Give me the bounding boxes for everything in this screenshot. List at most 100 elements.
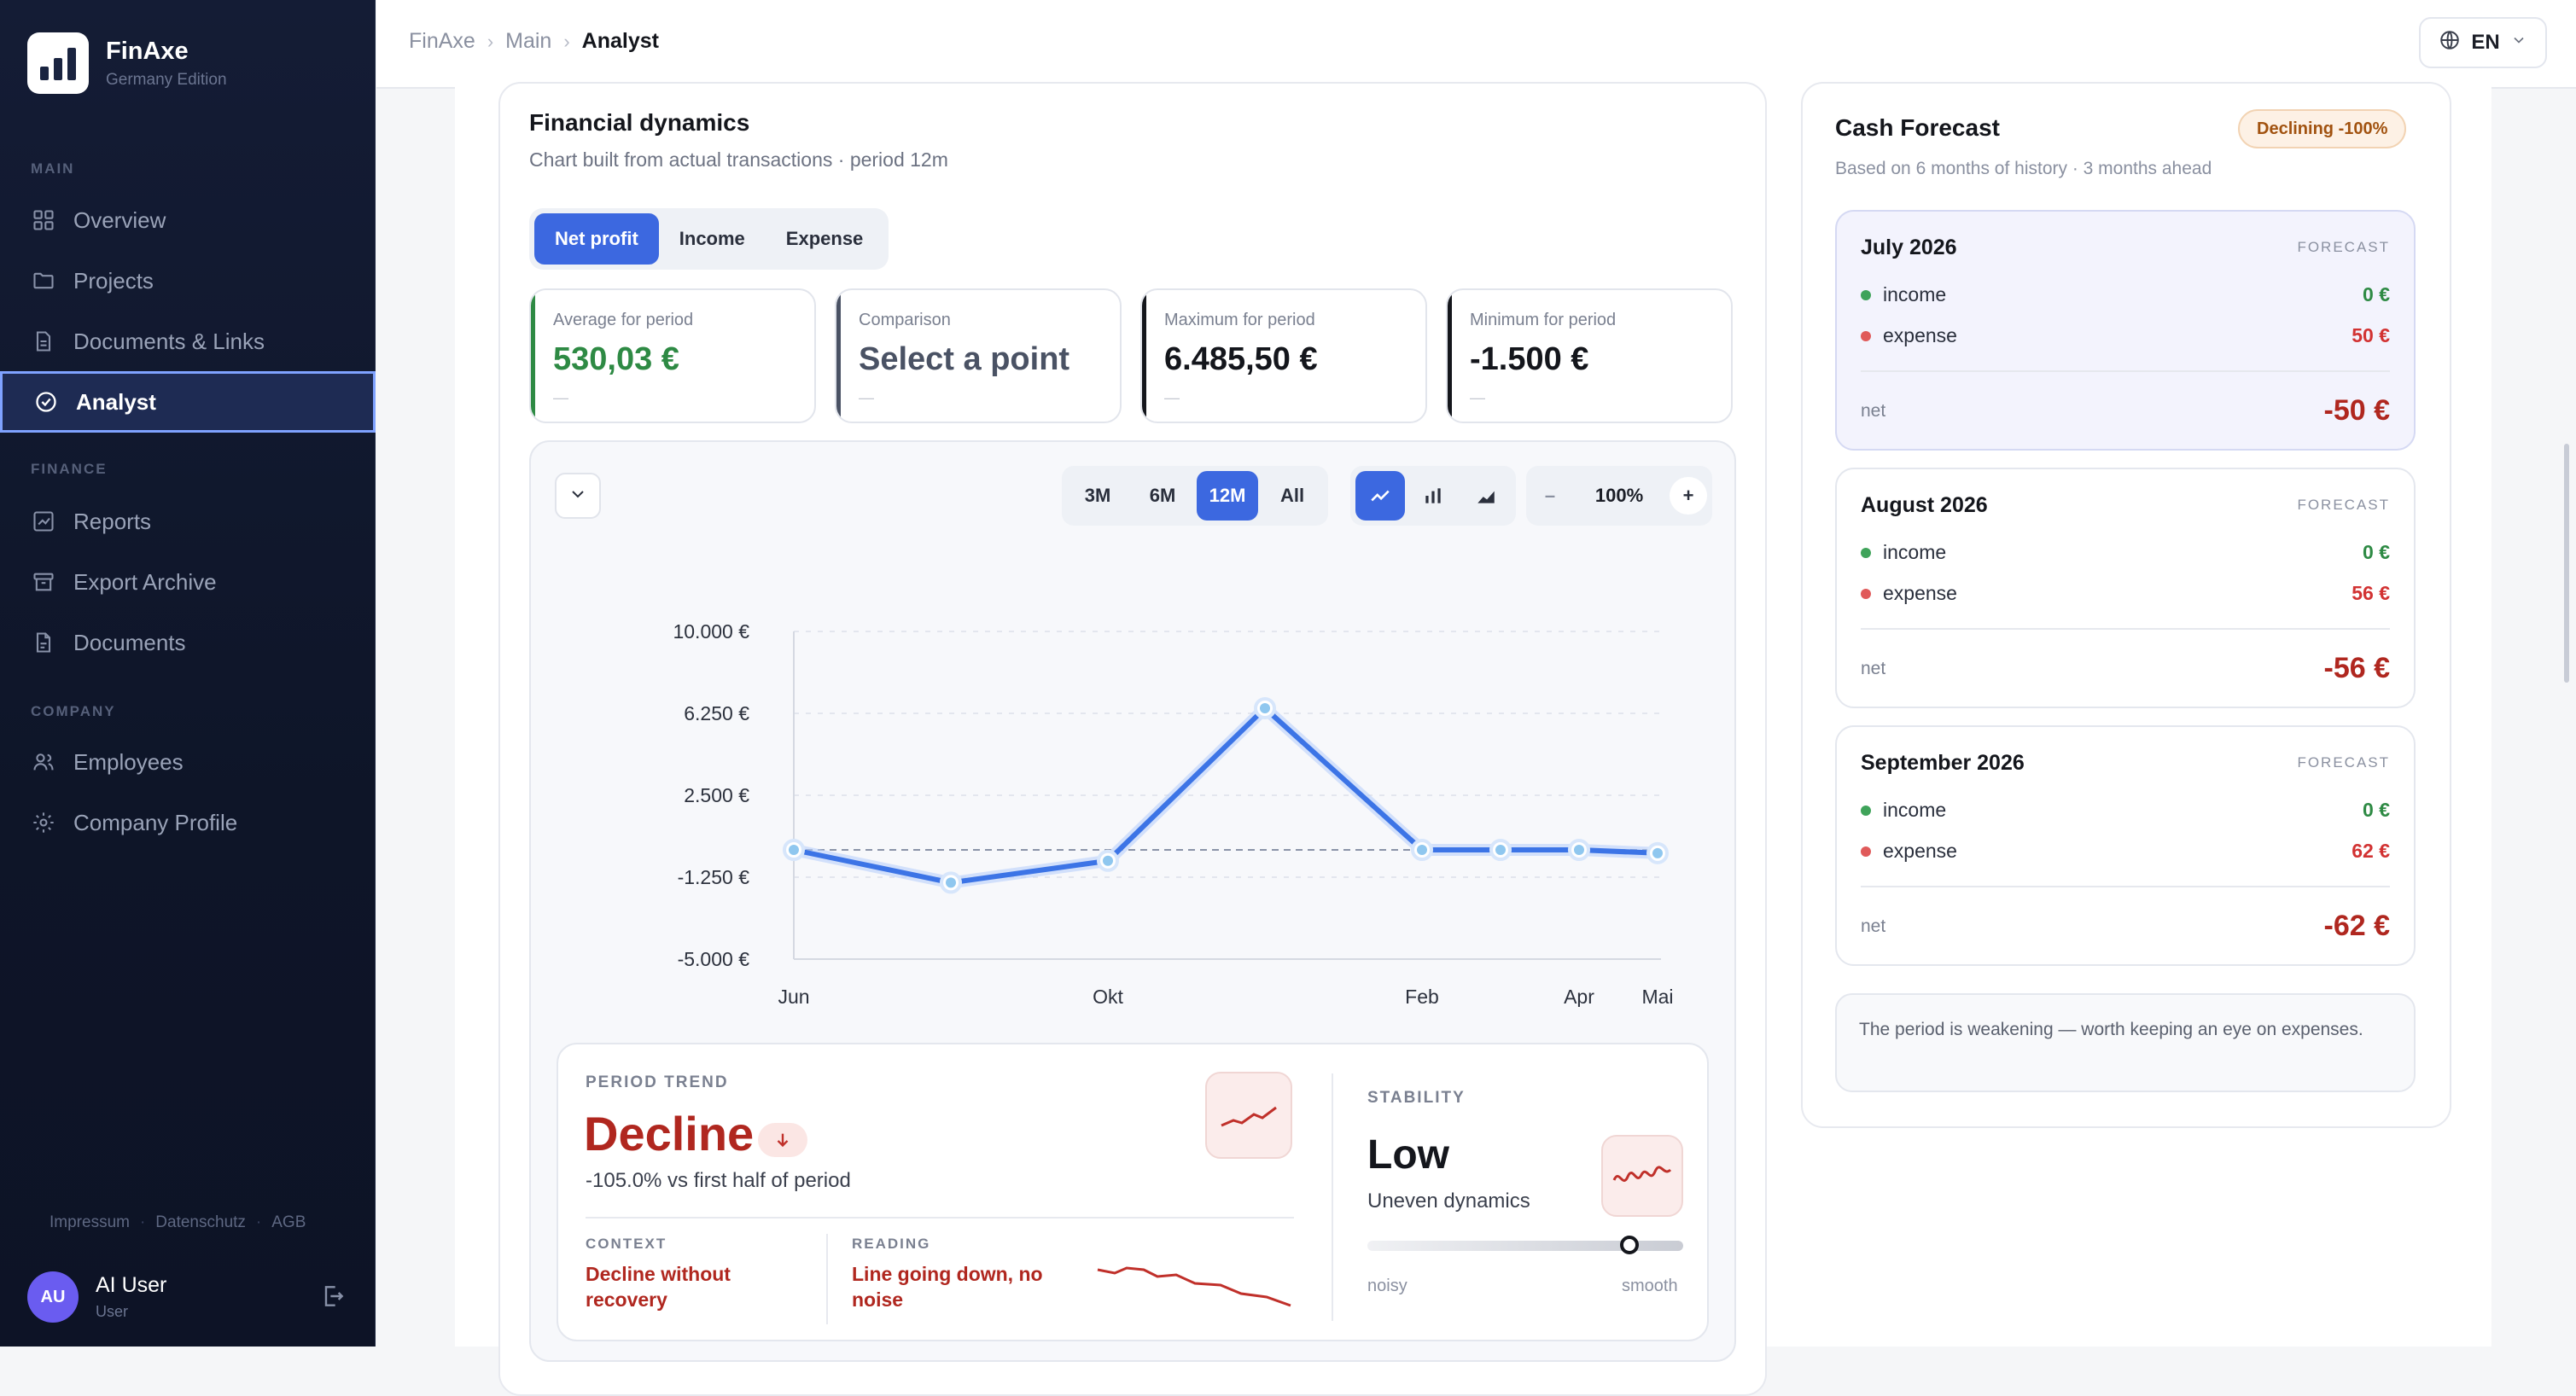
agb-link[interactable]: AGB (271, 1213, 306, 1231)
net-value: -62 € (2323, 910, 2391, 942)
trend-card: PERIOD TREND Decline -105.0% vs first ha… (557, 1043, 1709, 1341)
x-tick-label: Jun (778, 986, 809, 1007)
zoom-control: – 100% + (1526, 466, 1712, 526)
zoom-out-button[interactable]: – (1544, 485, 1556, 506)
range-6m[interactable]: 6M (1149, 485, 1176, 506)
metric-average: Average for period 530,03 € — (529, 288, 816, 423)
expense-value: 62 € (2352, 840, 2390, 862)
legal-links: Impressum · Datenschutz · AGB (50, 1213, 306, 1231)
range-all[interactable]: All (1279, 485, 1305, 506)
chart-icon (31, 509, 56, 534)
sidebar-item-label: Analyst (76, 388, 156, 415)
net-profit-line-chart[interactable]: 10.000 € 6.250 € 2.500 € -1.250 € -5.000 € Ju… (649, 580, 1673, 1007)
metric-label: Minimum for period (1470, 311, 1617, 329)
nav-section-company: COMPANY (31, 703, 116, 719)
stability-description: Uneven dynamics (1367, 1190, 1530, 1213)
metric-placeholder: — (553, 389, 568, 406)
sidebar-item-documents-links[interactable]: Documents & Links (0, 311, 376, 372)
metric-label: Comparison (859, 311, 951, 329)
trend-caption: PERIOD TREND (586, 1073, 729, 1091)
expense-label: expense (1883, 324, 1957, 346)
brand-name: FinAxe (106, 37, 189, 65)
net-value: -56 € (2323, 652, 2391, 684)
page-subtitle: Chart built from actual transactions · p… (529, 148, 948, 171)
context-text: Decline without recovery (586, 1263, 731, 1311)
globe-icon (2439, 29, 2461, 57)
trend-label: Decline (584, 1107, 755, 1160)
impressum-link[interactable]: Impressum (50, 1213, 130, 1231)
forecast-tag: FORECAST (2297, 239, 2390, 255)
line-chart-icon[interactable] (1355, 471, 1405, 521)
reading-caption: READING (852, 1236, 931, 1252)
language-selector[interactable]: EN (2419, 17, 2547, 68)
forecast-month-card[interactable]: August 2026 FORECAST income 0 € expense 56… (1835, 468, 2416, 708)
series-line (793, 706, 1658, 886)
stability-marker (1620, 1236, 1640, 1254)
metric-comparison[interactable]: Comparison Select a point — (835, 288, 1122, 423)
sidebar-item-export-archive[interactable]: Export Archive (0, 551, 376, 613)
data-point-core (1574, 845, 1584, 855)
datenschutz-link[interactable]: Datenschutz (155, 1213, 246, 1231)
brand-logo-icon (27, 32, 89, 94)
range-selector: 3M 6M 12M All (1062, 466, 1328, 526)
forecast-month: July 2026 (1861, 236, 1957, 259)
stability-min-label: noisy (1367, 1277, 1407, 1295)
sidebar-item-projects[interactable]: Projects (0, 250, 376, 311)
zoom-in-button[interactable]: + (1670, 477, 1707, 515)
sidebar-item-employees[interactable]: Employees (0, 731, 376, 793)
sidebar-item-analyst[interactable]: Analyst (0, 371, 376, 433)
sidebar-item-reports[interactable]: Reports (0, 491, 376, 552)
nav-section-main: MAIN (31, 160, 75, 177)
range-3m[interactable]: 3M (1084, 485, 1111, 506)
breadcrumb: FinAxe › Main › Analyst (409, 29, 659, 54)
zoom-level: 100% (1594, 485, 1644, 506)
bar-chart-icon[interactable] (1408, 471, 1458, 521)
sidebar-item-documents[interactable]: Documents (0, 612, 376, 673)
forecast-title: Cash Forecast (1835, 114, 2000, 141)
sidebar-item-label: Reports (73, 508, 152, 534)
metric-label: Maximum for period (1164, 311, 1315, 329)
range-12m[interactable]: 12M (1197, 471, 1258, 521)
sidebar-item-label: Employees (73, 748, 184, 775)
sidebar-item-overview[interactable]: Overview (0, 189, 376, 251)
expense-dot-icon (1861, 330, 1871, 341)
y-tick-label: 2.500 € (684, 784, 749, 806)
metric-value: 530,03 € (553, 341, 679, 377)
brand[interactable]: FinAxe Germany Edition (27, 32, 227, 94)
chart-type-selector (1350, 466, 1516, 526)
sidebar-item-label: Export Archive (73, 568, 217, 595)
sidebar-item-company-profile[interactable]: Company Profile (0, 792, 376, 853)
income-dot-icon (1861, 805, 1871, 816)
collapse-button[interactable] (555, 473, 601, 519)
user-profile[interactable]: AU AI User User (27, 1271, 348, 1323)
x-tick-label: Feb (1405, 986, 1439, 1007)
gear-icon (31, 810, 56, 835)
avatar: AU (27, 1271, 79, 1323)
arrow-down-icon (758, 1123, 807, 1157)
income-label: income (1883, 283, 1947, 305)
data-point-core (1652, 847, 1663, 858)
tab-income[interactable]: Income (659, 213, 766, 265)
metric-tabs: Net profit Income Expense (529, 208, 889, 270)
chevron-down-icon (2510, 31, 2527, 55)
breadcrumb-item-main[interactable]: Main (505, 29, 552, 53)
forecast-month-card[interactable]: September 2026 FORECAST income 0 € expens… (1835, 725, 2416, 966)
net-label: net (1861, 400, 1886, 421)
area-chart-icon[interactable] (1461, 471, 1511, 521)
stability-max-label: smooth (1622, 1277, 1678, 1295)
breadcrumb-item-root[interactable]: FinAxe (409, 29, 475, 53)
forecast-month-card[interactable]: July 2026 FORECAST income 0 € expense 50 €… (1835, 210, 2416, 451)
logout-icon[interactable] (319, 1283, 348, 1312)
tab-expense[interactable]: Expense (766, 213, 884, 265)
stability-meter (1367, 1236, 1683, 1254)
expense-dot-icon (1861, 846, 1871, 857)
grid-icon (31, 207, 56, 233)
income-value: 0 € (2363, 799, 2390, 821)
scrollbar[interactable] (2564, 444, 2569, 683)
breadcrumb-item-current: Analyst (581, 29, 659, 53)
tab-net-profit[interactable]: Net profit (534, 213, 659, 265)
metric-maximum: Maximum for period 6.485,50 € — (1140, 288, 1427, 423)
page-title: Financial dynamics (529, 109, 750, 136)
trend-sparkline (1097, 1266, 1291, 1307)
metric-placeholder: — (1164, 389, 1180, 406)
